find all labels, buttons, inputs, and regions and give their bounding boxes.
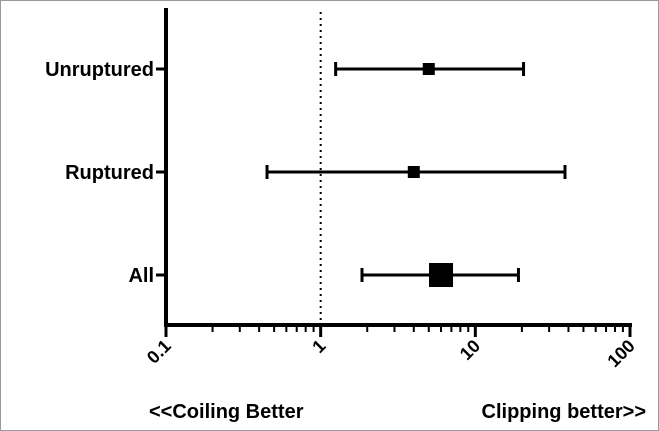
- x-tick-label: 10: [456, 336, 484, 364]
- forest-row: All: [128, 263, 520, 287]
- x-tick-label: 100: [603, 336, 638, 371]
- forest-row: Ruptured: [65, 162, 567, 184]
- axes: 0.1 1 10 100: [143, 8, 639, 371]
- row-label: Unruptured: [45, 59, 154, 81]
- point-estimate: [429, 263, 454, 287]
- point-estimate: [422, 63, 435, 75]
- row-label: All: [128, 265, 154, 287]
- footer-right-label: Clipping better>>: [482, 401, 646, 423]
- footer-left-label: <<Coiling Better: [149, 401, 304, 423]
- row-label: Ruptured: [65, 162, 154, 184]
- point-estimate: [407, 166, 420, 178]
- rows: Unruptured Ruptured All: [45, 59, 567, 287]
- forest-row: Unruptured: [45, 59, 526, 81]
- x-tick-label: 0.1: [143, 336, 175, 368]
- x-tick-label: 1: [308, 336, 329, 357]
